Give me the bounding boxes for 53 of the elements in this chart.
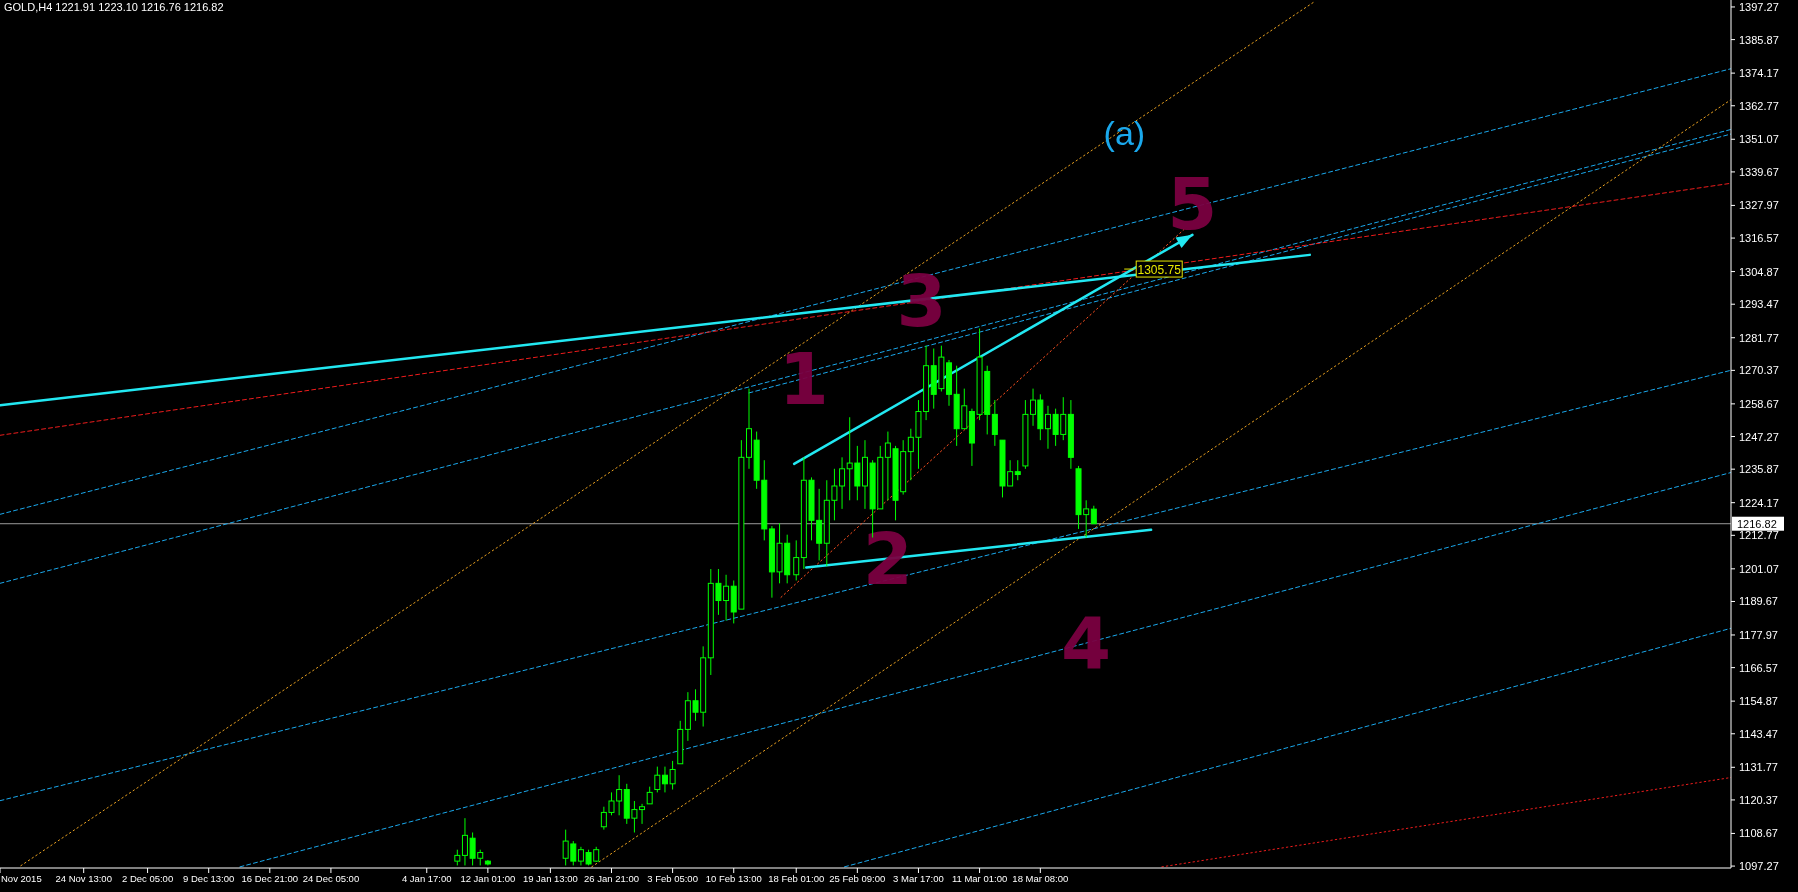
y-tick-label: 1177.97 <box>1739 628 1778 641</box>
y-tick-label: 1189.67 <box>1739 595 1778 608</box>
x-tick-label: 19 Jan 13:00 <box>522 873 578 884</box>
chart-title: GOLD,H4 1221.91 1223.10 1216.76 1216.82 <box>4 1 224 13</box>
y-tick-label: 1339.67 <box>1739 165 1779 178</box>
x-tick-label: 24 Dec 05:00 <box>302 873 360 884</box>
y-tick-label: 1316.57 <box>1739 232 1779 245</box>
y-tick-label: 1374.17 <box>1739 67 1779 80</box>
x-tick-label: 26 Jan 21:00 <box>584 873 639 884</box>
x-tick-label: 16 Dec 21:00 <box>241 873 299 884</box>
y-tick-label: 1351.07 <box>1739 133 1779 146</box>
x-tick-label: 11 Mar 01:00 <box>951 873 1008 884</box>
y-tick-label: 1281.77 <box>1739 331 1779 344</box>
y-tick-label: 1270.37 <box>1739 364 1779 377</box>
x-tick-label: 3 Feb 05:00 <box>647 873 698 884</box>
x-tick-label: 18 Feb 01:00 <box>768 873 825 884</box>
y-tick-label: 1293.47 <box>1739 298 1779 311</box>
y-tick-label: 1258.67 <box>1739 397 1779 410</box>
x-tick-label: 24 Nov 13:00 <box>55 873 112 884</box>
y-tick-label: 1362.77 <box>1739 99 1779 112</box>
y-tick-label: 1304.87 <box>1739 265 1779 278</box>
y-tick-label: 1120.37 <box>1739 793 1778 806</box>
y-tick-label: 1212.77 <box>1739 529 1779 542</box>
x-tick-label: 10 Feb 13:00 <box>705 873 762 884</box>
x-tick-label: 2 Dec 05:00 <box>121 873 174 884</box>
x-tick-label: 9 Dec 13:00 <box>183 873 235 884</box>
y-tick-label: 1385.87 <box>1739 33 1779 46</box>
x-tick-label: Nov 2015 <box>1 873 42 884</box>
y-tick-label: 1108.67 <box>1739 827 1778 840</box>
candlestick <box>1014 459 1021 481</box>
annotation: (a) <box>1103 113 1146 152</box>
y-tick-label: 1131.77 <box>1739 761 1778 774</box>
y-tick-label: 1235.87 <box>1739 463 1779 476</box>
x-tick-label: 4 Jan 17:00 <box>401 873 452 884</box>
x-tick-label: 25 Feb 09:00 <box>829 873 886 884</box>
candlestick <box>654 766 661 793</box>
y-tick-label: 1397.27 <box>1739 0 1779 13</box>
y-tick-label: 1166.57 <box>1739 661 1778 674</box>
y-tick-label: 1247.27 <box>1739 430 1779 443</box>
y-tick-label: 1143.47 <box>1739 727 1778 740</box>
y-tick-label: 1224.17 <box>1739 496 1779 509</box>
y-tick-label: 1154.87 <box>1739 695 1778 708</box>
x-tick-label: 3 Mar 17:00 <box>893 873 944 884</box>
candlestick <box>1090 505 1097 525</box>
y-tick-label: 1327.97 <box>1739 199 1779 212</box>
ref-line-label: 1216.82 <box>1737 517 1777 530</box>
y-tick-label: 1097.27 <box>1739 860 1779 873</box>
candlestick <box>793 539 800 581</box>
x-tick-label: 18 Mar 08:00 <box>1012 873 1069 884</box>
x-tick-label: 12 Jan 01:00 <box>460 873 516 884</box>
candlestick <box>991 399 998 447</box>
annotation: 1305.75 <box>1137 262 1182 277</box>
y-tick-label: 1201.07 <box>1739 562 1779 575</box>
